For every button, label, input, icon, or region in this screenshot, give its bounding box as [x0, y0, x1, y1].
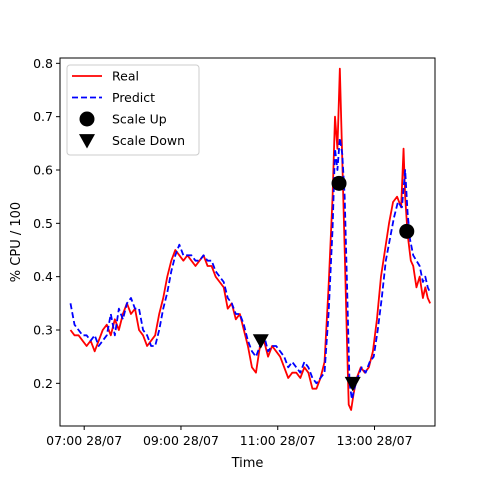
- y-tick-label: 0.6: [33, 163, 53, 178]
- x-tick-label: 11:00 28/07: [240, 433, 316, 448]
- series-line-real: [69, 67, 431, 411]
- marker-scale-down: [344, 376, 361, 392]
- legend-swatch-scale-down: [79, 134, 95, 149]
- x-tick-label: 07:00 28/07: [46, 433, 122, 448]
- y-tick-label: 0.2: [33, 376, 53, 391]
- legend-box: [66, 64, 200, 156]
- y-tick-label: 0.5: [33, 216, 53, 231]
- marker-scale-down: [252, 334, 269, 349]
- legend-label-scale-down: Scale Down: [112, 133, 185, 148]
- x-tick-label: 09:00 28/07: [143, 433, 219, 448]
- legend-label-real: Real: [112, 69, 139, 84]
- y-tick-label: 0.8: [33, 56, 53, 71]
- y-axis-label: % CPU / 100: [9, 202, 24, 282]
- y-axis: 0.2 0.3 0.4 0.5 0.6 0.7 0.8: [33, 56, 60, 391]
- x-tick-label: 13:00 28/07: [337, 433, 413, 448]
- plot-frame: [59, 57, 436, 427]
- legend-swatch-scale-up: [79, 111, 95, 127]
- legend-label-predict: Predict: [112, 90, 155, 105]
- y-tick-label: 0.3: [33, 323, 53, 338]
- legend-label-scale-up: Scale Up: [112, 112, 167, 127]
- marker-layer: [252, 175, 415, 392]
- x-axis-label: Time: [231, 456, 264, 471]
- legend: Real Predict Scale Up Scale Down: [66, 64, 200, 156]
- x-axis: 07:00 28/07 09:00 28/07 11:00 28/07 13:00 2…: [46, 426, 413, 448]
- y-tick-label: 0.4: [33, 269, 53, 284]
- marker-scale-up: [331, 175, 347, 191]
- y-tick-label: 0.7: [33, 109, 53, 124]
- plot-area: [59, 57, 436, 427]
- marker-scale-up: [399, 223, 415, 239]
